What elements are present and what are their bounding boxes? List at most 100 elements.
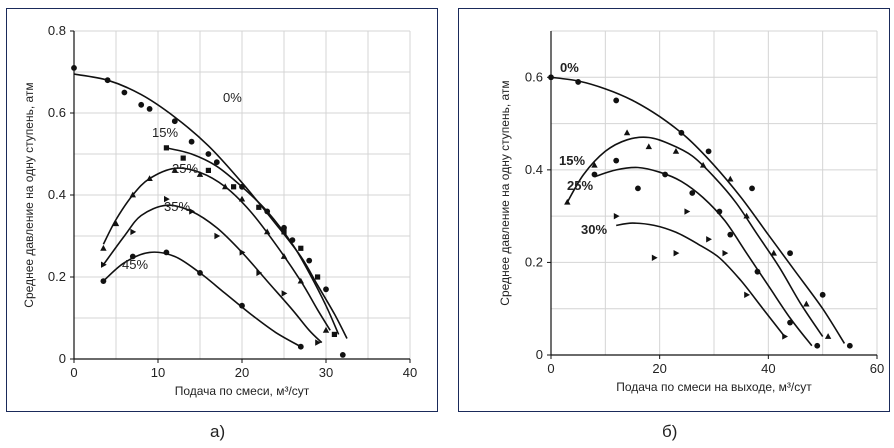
x-tick-label: 20: [235, 365, 249, 380]
grid: [551, 30, 878, 355]
grid: [74, 30, 411, 359]
series-label: 0%: [223, 90, 242, 105]
series-0pct: 0%: [548, 60, 853, 349]
y-tick-label: 0.8: [48, 23, 66, 38]
x-tick-label: 20: [652, 361, 666, 376]
chart-a-panel: 0 10 20 30 40 0 0.2 0.4 0.6 0.8 Подача по смеси, м…: [6, 8, 438, 412]
y-tick-label: 0.6: [525, 69, 543, 84]
data-point: [112, 220, 120, 227]
chart-b-caption: б): [662, 422, 678, 441]
data-point: [787, 250, 793, 257]
data-point: [322, 326, 330, 333]
data-point: [213, 159, 220, 166]
data-point: [787, 319, 793, 326]
data-point: [281, 290, 288, 297]
data-point: [129, 191, 136, 198]
data-point: [130, 228, 137, 236]
data-point: [331, 331, 337, 337]
series-label: 45%: [122, 257, 148, 272]
data-point: [662, 171, 668, 178]
series-label: 15%: [559, 153, 585, 168]
data-point: [323, 286, 329, 293]
series-curve: [594, 166, 813, 347]
data-point: [281, 229, 287, 235]
data-point: [613, 212, 620, 220]
data-point: [163, 145, 169, 151]
x-tick-label: 0: [70, 365, 77, 380]
y-tick-label: 0: [536, 347, 543, 362]
series-curve: [102, 204, 323, 344]
data-point: [315, 274, 321, 280]
data-point: [188, 138, 195, 145]
data-point: [722, 249, 729, 257]
data-point: [623, 129, 631, 136]
data-point: [138, 101, 145, 108]
data-point: [744, 291, 750, 299]
data-point: [197, 270, 203, 276]
data-point: [743, 212, 750, 219]
data-point: [297, 343, 304, 350]
data-point: [171, 167, 178, 173]
data-point: [71, 65, 77, 71]
data-point: [205, 167, 211, 173]
data-point: [189, 208, 195, 215]
data-point: [613, 97, 620, 104]
y-tick-label: 0.4: [48, 187, 66, 202]
series-curve: [550, 76, 846, 344]
x-tick-label: 30: [319, 365, 333, 380]
data-point: [613, 157, 620, 164]
data-point: [819, 291, 826, 298]
data-point: [231, 184, 237, 190]
series-curve: [616, 222, 786, 337]
y-axis-label: Среднее давление на одну ступень, атм: [498, 80, 512, 305]
series-0pct: 0%: [71, 65, 348, 358]
data-point: [575, 79, 582, 85]
data-point: [824, 333, 832, 339]
data-point: [706, 236, 712, 243]
series-curve: [566, 136, 824, 337]
data-point: [205, 151, 212, 157]
series-25pct: 25%: [100, 161, 331, 333]
y-tick-label: 0: [59, 351, 66, 366]
data-point: [164, 195, 170, 203]
series-15pct: 15%: [559, 129, 832, 339]
x-tick-label: 60: [870, 361, 884, 376]
data-point: [754, 268, 761, 275]
data-point: [297, 277, 304, 284]
series-curve: [73, 73, 348, 339]
chart-a-caption: а): [210, 422, 226, 441]
data-point: [591, 171, 598, 178]
data-point: [548, 74, 554, 81]
y-tick-label: 0.2: [525, 254, 543, 269]
chart-b: 0 20 40 60 0 0.2 0.4 0.6 Подача по смеси на выхо…: [498, 30, 884, 394]
data-point: [673, 249, 680, 257]
data-point: [315, 339, 321, 346]
y-tick-label: 0.6: [48, 105, 66, 120]
data-point: [129, 253, 136, 260]
y-tick-label: 0.2: [48, 269, 66, 284]
y-tick-label: 0.4: [525, 162, 543, 177]
data-point: [689, 190, 696, 196]
data-point: [101, 261, 107, 268]
data-point: [238, 195, 246, 202]
data-point: [121, 89, 128, 96]
series-curve: [166, 147, 340, 335]
data-point: [100, 244, 107, 251]
data-point: [306, 257, 313, 264]
data-point: [180, 155, 186, 161]
data-point: [264, 228, 271, 235]
series-15pct: 15%: [152, 125, 340, 337]
data-point: [239, 302, 245, 309]
y-axis-label: Среднее давление на одну ступень, атм: [22, 82, 36, 307]
data-point: [678, 129, 685, 136]
data-point: [298, 245, 304, 251]
series-45pct: 45%: [100, 249, 304, 350]
data-point: [716, 208, 723, 215]
data-point: [280, 253, 288, 259]
chart-a: 0 10 20 30 40 0 0.2 0.4 0.6 0.8 Подача по смеси, м…: [22, 23, 417, 398]
x-axis-label: Подача по смеси, м³/сут: [175, 384, 310, 398]
data-point: [222, 183, 229, 190]
chart-b-panel: 0 20 40 60 0 0.2 0.4 0.6 Подача по смеси на выхо…: [458, 8, 890, 412]
data-point: [651, 254, 658, 261]
data-point: [100, 278, 107, 284]
